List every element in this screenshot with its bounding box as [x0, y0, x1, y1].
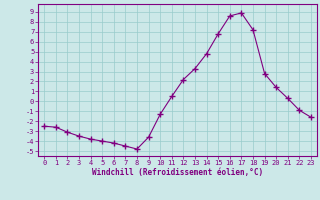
X-axis label: Windchill (Refroidissement éolien,°C): Windchill (Refroidissement éolien,°C) [92, 168, 263, 177]
